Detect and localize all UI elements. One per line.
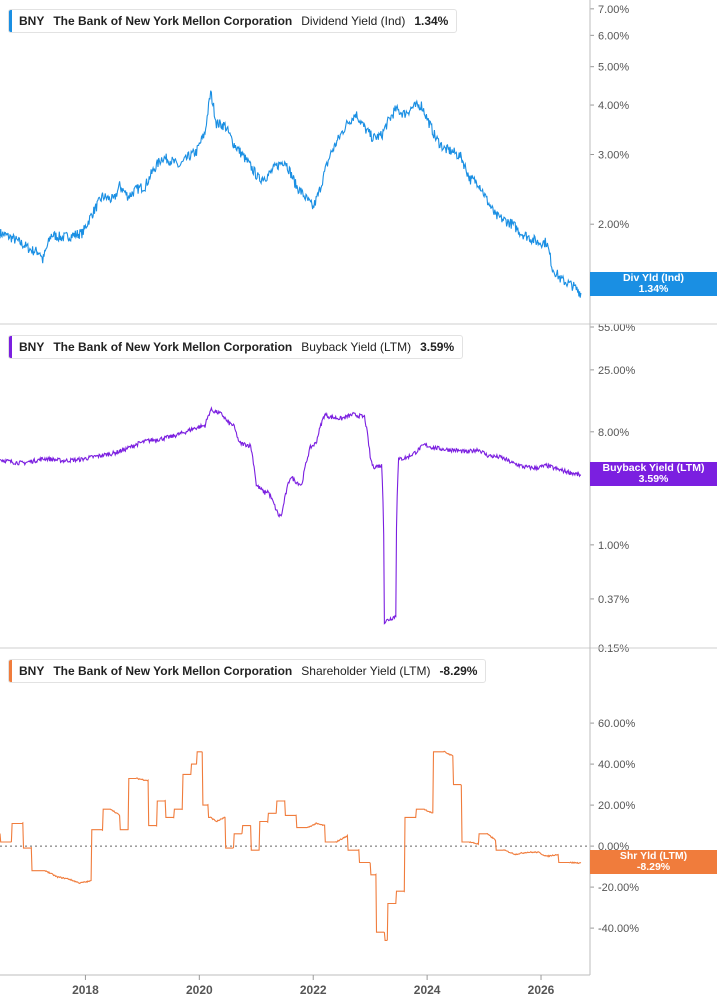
series-line — [0, 406, 582, 625]
legend-company: The Bank of New York Mellon Corporation — [53, 14, 293, 28]
y-tick-label: 5.00% — [598, 62, 629, 74]
value-tag-shareholder-yield: Shr Yld (LTM) -8.29% — [590, 850, 717, 875]
y-tick-label: 4.00% — [598, 100, 629, 112]
legend-ticker: BNY — [19, 14, 45, 28]
tag-value: -8.29% — [636, 861, 671, 874]
x-tick-label: 2020 — [186, 983, 213, 997]
y-tick-label: 55.00% — [598, 322, 636, 334]
legend-value: 3.59% — [420, 340, 455, 354]
legend-swatch — [9, 660, 12, 682]
x-tick-label: 2018 — [72, 983, 99, 997]
series-line — [0, 750, 582, 941]
y-tick-label: 2.00% — [598, 219, 629, 231]
y-tick-label: 0.37% — [598, 594, 629, 606]
legend-ticker: BNY — [19, 340, 45, 354]
legend-swatch — [9, 336, 12, 358]
y-tick-label: 6.00% — [598, 30, 629, 42]
y-tick-label: 7.00% — [598, 4, 629, 16]
tag-label: Shr Yld (LTM) — [619, 850, 688, 863]
legend-ticker: BNY — [19, 664, 45, 678]
y-tick-label: 25.00% — [598, 365, 636, 377]
y-tick-label: 1.00% — [598, 540, 629, 552]
legend-company: The Bank of New York Mellon Corporation — [53, 340, 293, 354]
tag-label: Buyback Yield (LTM) — [602, 462, 705, 475]
y-tick-label: 3.00% — [598, 150, 629, 162]
y-tick-label: -20.00% — [598, 882, 639, 894]
legend-metric: Dividend Yield (Ind) — [301, 14, 406, 28]
legend-metric: Buyback Yield (LTM) — [301, 340, 412, 354]
legend-value: -8.29% — [439, 664, 478, 678]
y-tick-label: 60.00% — [598, 718, 636, 730]
legend-company: The Bank of New York Mellon Corporation — [53, 664, 293, 678]
series-line — [0, 90, 582, 298]
legend-swatch — [9, 10, 12, 32]
legend-shareholder-yield: BNY The Bank of New York Mellon Corporat… — [8, 659, 487, 683]
legend-buyback-yield: BNY The Bank of New York Mellon Corporat… — [8, 335, 464, 359]
y-tick-label: 8.00% — [598, 427, 629, 439]
tag-value: 3.59% — [638, 473, 669, 486]
x-tick-label: 2022 — [300, 983, 327, 997]
legend-value: 1.34% — [414, 14, 449, 28]
y-tick-label: -40.00% — [598, 923, 639, 935]
value-tag-dividend-yield: Div Yld (Ind) 1.34% — [590, 271, 717, 296]
x-tick-label: 2024 — [414, 983, 441, 997]
y-tick-label: 40.00% — [598, 759, 636, 771]
value-tag-buyback-yield: Buyback Yield (LTM) 3.59% — [590, 462, 717, 487]
legend-dividend-yield: BNY The Bank of New York Mellon Corporat… — [8, 9, 458, 33]
y-tick-label: 0.15% — [598, 643, 629, 655]
y-tick-label: 20.00% — [598, 800, 636, 812]
legend-metric: Shareholder Yield (LTM) — [301, 664, 431, 678]
tag-label: Div Yld (Ind) — [622, 271, 685, 284]
tag-value: 1.34% — [638, 282, 669, 295]
x-tick-label: 2026 — [528, 983, 555, 997]
